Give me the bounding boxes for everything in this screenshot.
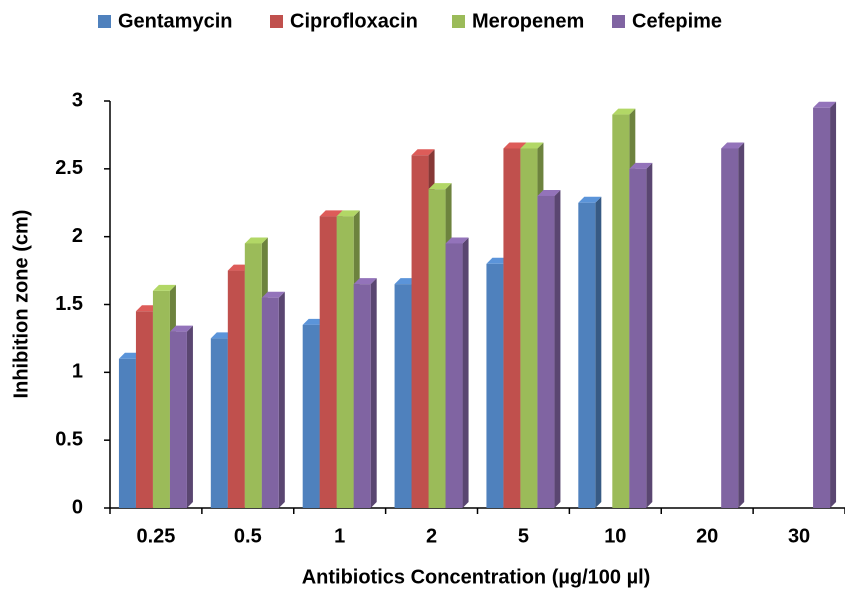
bar-top bbox=[578, 196, 602, 203]
bar-top bbox=[353, 278, 377, 285]
bar-top bbox=[813, 101, 837, 108]
legend-swatch bbox=[98, 15, 111, 28]
bar bbox=[721, 148, 739, 508]
y-tick-label: 1 bbox=[72, 361, 83, 383]
x-tick-label: 30 bbox=[788, 525, 810, 547]
bar-top bbox=[261, 291, 285, 298]
x-tick-label: 20 bbox=[696, 525, 718, 547]
bar bbox=[520, 148, 538, 508]
bar bbox=[210, 338, 228, 508]
bar bbox=[302, 324, 320, 508]
legend-label: Ciprofloxacin bbox=[290, 10, 418, 32]
x-axis-title: Antibiotics Concentration (µg/100 µl) bbox=[302, 566, 651, 588]
bar-top bbox=[428, 183, 452, 190]
x-tick-label: 0.25 bbox=[136, 525, 175, 547]
bar bbox=[336, 216, 354, 509]
bar bbox=[813, 107, 831, 509]
x-tick-label: 2 bbox=[426, 525, 437, 547]
bar bbox=[394, 284, 412, 508]
bar-top bbox=[244, 237, 268, 244]
bar bbox=[445, 243, 463, 508]
legend-swatch bbox=[612, 15, 625, 28]
bar bbox=[612, 114, 630, 509]
bar bbox=[227, 270, 245, 508]
bar-side bbox=[738, 142, 745, 508]
bar-top bbox=[319, 210, 343, 217]
legend-label: Meropenem bbox=[472, 10, 584, 32]
bar-side bbox=[554, 189, 561, 508]
bar bbox=[244, 243, 262, 508]
x-tick-label: 10 bbox=[604, 525, 626, 547]
bar bbox=[537, 195, 555, 508]
legend-swatch bbox=[452, 15, 465, 28]
bar bbox=[629, 168, 647, 509]
bar-top bbox=[537, 189, 561, 196]
bar-top bbox=[520, 142, 544, 149]
legend-swatch bbox=[270, 15, 283, 28]
bar bbox=[261, 297, 279, 508]
bar-top bbox=[336, 210, 360, 217]
bar-side bbox=[462, 237, 469, 508]
x-tick-label: 1 bbox=[334, 525, 345, 547]
bar-top bbox=[411, 149, 435, 156]
legend-label: Cefepime bbox=[632, 10, 722, 32]
bar bbox=[118, 358, 136, 508]
bar-top bbox=[152, 284, 176, 291]
bar-top bbox=[503, 142, 527, 149]
bar-side bbox=[595, 196, 602, 508]
bar-side bbox=[370, 278, 377, 508]
x-tick-label: 5 bbox=[518, 525, 529, 547]
y-tick-label: 1.5 bbox=[55, 293, 83, 315]
bar bbox=[486, 263, 504, 508]
y-tick-label: 0 bbox=[72, 496, 83, 518]
bar-top bbox=[445, 237, 469, 244]
bar-top bbox=[169, 325, 193, 332]
y-tick-label: 2 bbox=[72, 225, 83, 247]
x-tick-label: 0.5 bbox=[234, 525, 262, 547]
y-tick-label: 2.5 bbox=[55, 157, 83, 179]
bar-side bbox=[646, 162, 653, 509]
bar-top bbox=[612, 108, 636, 115]
bar-side bbox=[186, 325, 193, 508]
bar bbox=[578, 202, 596, 508]
legend-label: Gentamycin bbox=[118, 10, 232, 32]
bar-side bbox=[830, 101, 837, 509]
bar-side bbox=[278, 291, 285, 508]
bar-top bbox=[721, 142, 745, 149]
bar bbox=[503, 148, 521, 508]
y-tick-label: 0.5 bbox=[55, 428, 83, 450]
bar bbox=[319, 216, 337, 509]
bar bbox=[135, 311, 153, 508]
y-axis-title: Inhibition zone (cm) bbox=[10, 210, 32, 399]
bar bbox=[428, 189, 446, 508]
bar-top bbox=[629, 162, 653, 169]
bar bbox=[411, 155, 429, 508]
bar bbox=[152, 290, 170, 508]
bar bbox=[353, 284, 371, 508]
bar bbox=[169, 331, 187, 508]
y-tick-label: 3 bbox=[72, 89, 83, 111]
